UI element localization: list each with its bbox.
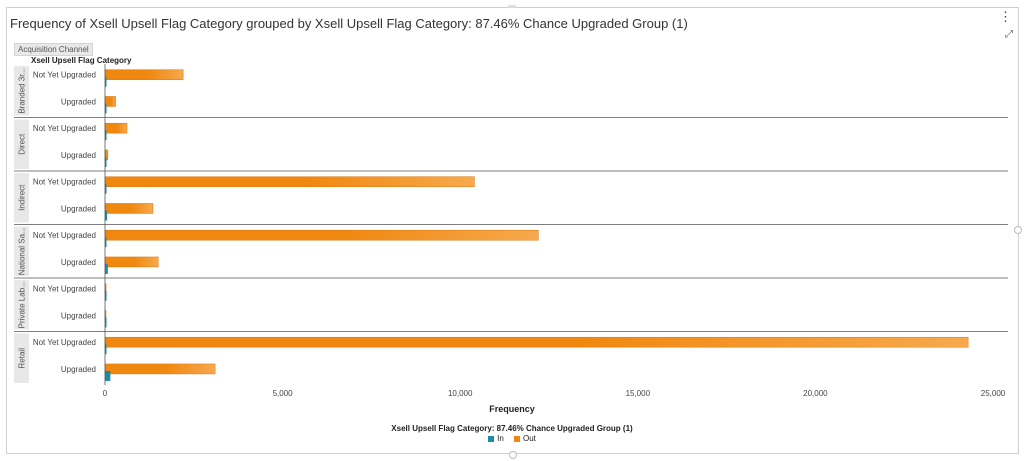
bar-out[interactable] [104, 203, 154, 214]
category-tick-label: Not Yet Upgraded [33, 338, 96, 347]
legend-label-in: In [497, 434, 504, 443]
group-label: Indirect [18, 184, 27, 211]
group-band [14, 333, 29, 383]
legend-item-in[interactable]: In [488, 434, 504, 443]
category-tick-label: Not Yet Upgraded [33, 178, 96, 187]
maximize-icon[interactable]: ⤢ [1005, 29, 1013, 40]
bar-out[interactable] [104, 256, 159, 268]
bar-in[interactable] [105, 130, 107, 141]
x-tick-label: 0 [103, 389, 108, 398]
group-band [14, 66, 29, 116]
legend: Xsell Upsell Flag Category: 87.46% Chanc… [0, 424, 1024, 444]
x-tick-label: 20,000 [803, 389, 828, 398]
group-band [14, 226, 29, 276]
group-label: National Sa... [18, 227, 27, 275]
legend-title: Xsell Upsell Flag Category: 87.46% Chanc… [391, 424, 633, 433]
x-tick-label: 25,000 [981, 389, 1006, 398]
legend-label-out: Out [523, 434, 536, 443]
group-label: Retail [18, 348, 27, 369]
x-tick-label: 10,000 [448, 389, 473, 398]
bar-out[interactable] [104, 336, 969, 348]
category-tick-label: Not Yet Upgraded [33, 231, 96, 240]
group-label: Branded 3r... [18, 68, 27, 114]
bar-in[interactable] [105, 76, 107, 87]
more-options-icon[interactable]: ⋮ [999, 9, 1012, 24]
bar-out[interactable] [104, 176, 475, 187]
bar-in[interactable] [105, 290, 107, 301]
x-axis-label: Frequency [489, 404, 535, 414]
category-tick-label: Upgraded [61, 204, 96, 213]
bar-in[interactable] [105, 237, 107, 248]
bar-in[interactable] [105, 317, 107, 328]
bar-out[interactable] [104, 363, 216, 375]
resize-handle-bottom[interactable] [509, 451, 517, 459]
group-label: Direct [18, 133, 27, 155]
legend-swatch-in [488, 435, 495, 442]
x-tick-label: 15,000 [626, 389, 651, 398]
bar-out[interactable] [104, 69, 184, 80]
bar-in[interactable] [105, 183, 107, 194]
bar-out[interactable] [104, 229, 539, 241]
bar-out[interactable] [104, 96, 116, 107]
bar-in[interactable] [105, 370, 111, 381]
category-tick-label: Upgraded [61, 151, 96, 160]
panel-drag-handle[interactable] [508, 5, 516, 8]
category-axis-label: Xsell Upsell Flag Category [31, 56, 132, 65]
group-axis-label: Acquisition Channel [14, 43, 93, 56]
category-tick-label: Upgraded [61, 311, 96, 320]
group-band [14, 119, 29, 169]
bar-in[interactable] [105, 103, 107, 114]
chart-title: Frequency of Xsell Upsell Flag Category … [10, 16, 688, 31]
category-tick-label: Upgraded [61, 258, 96, 267]
bar-in[interactable] [105, 344, 107, 355]
legend-item-out[interactable]: Out [514, 434, 536, 443]
bar-in[interactable] [105, 156, 107, 167]
category-tick-label: Upgraded [61, 97, 96, 106]
category-tick-label: Not Yet Upgraded [33, 124, 96, 133]
group-label: Private Lab... [18, 281, 27, 328]
group-band [14, 173, 29, 223]
category-tick-label: Not Yet Upgraded [33, 71, 96, 80]
legend-swatch-out [514, 435, 520, 442]
bar-in[interactable] [105, 210, 108, 221]
x-tick-label: 5,000 [273, 389, 294, 398]
category-tick-label: Not Yet Upgraded [33, 285, 96, 294]
bar-out[interactable] [104, 122, 128, 134]
group-band [14, 280, 29, 330]
bar-in[interactable] [105, 263, 108, 274]
resize-handle-right[interactable] [1014, 226, 1022, 234]
category-tick-label: Upgraded [61, 365, 96, 374]
